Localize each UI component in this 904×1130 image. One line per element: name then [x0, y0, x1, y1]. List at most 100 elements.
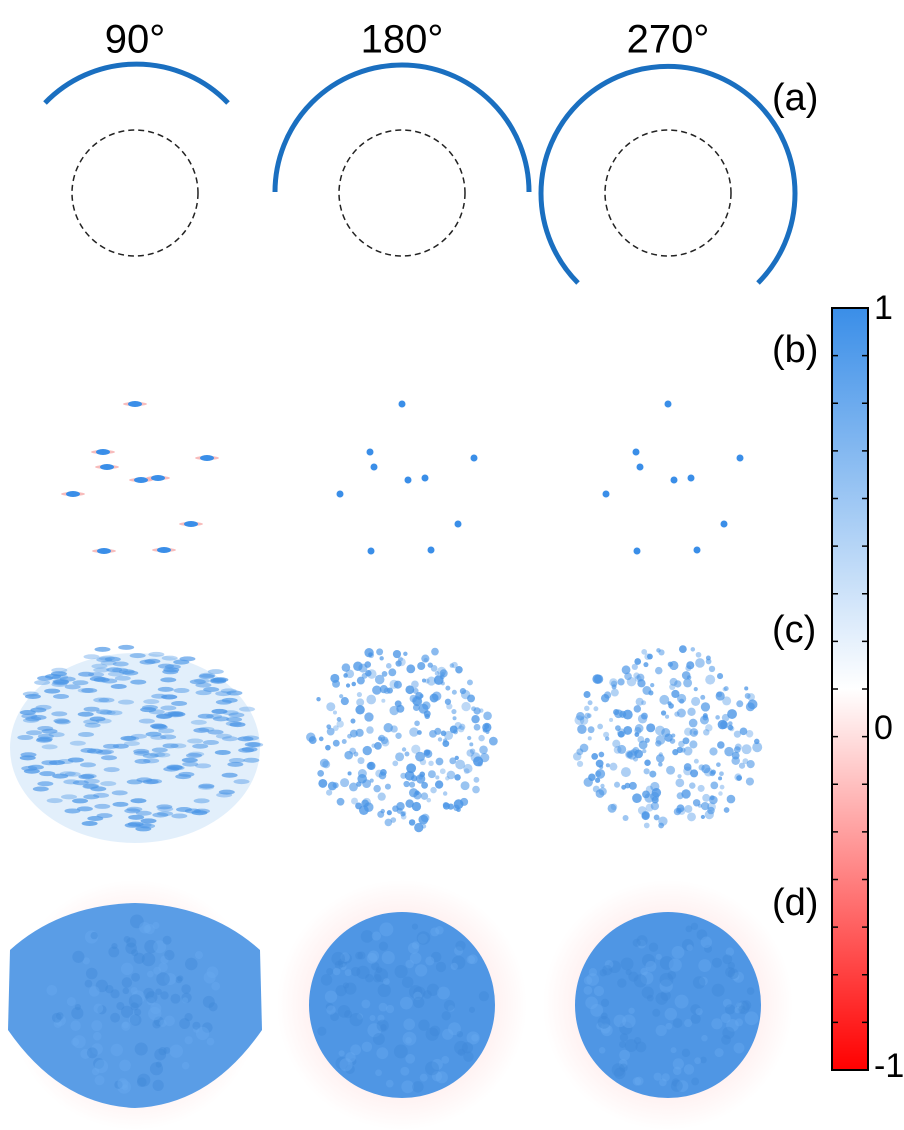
speckle	[198, 784, 214, 789]
speckle	[440, 768, 446, 774]
speckle	[591, 753, 598, 760]
speckle	[651, 802, 659, 810]
texture	[182, 997, 188, 1003]
texture	[87, 1047, 98, 1058]
speckle	[406, 664, 415, 673]
speckle	[320, 759, 329, 768]
speckle	[642, 686, 651, 695]
point	[399, 401, 406, 408]
texture	[712, 984, 725, 997]
texture	[184, 1013, 192, 1021]
speckle	[221, 688, 237, 693]
speckle	[728, 721, 733, 726]
speckle	[17, 735, 33, 740]
speckle	[64, 808, 80, 813]
speckle	[464, 768, 470, 774]
speckle	[577, 761, 583, 767]
texture	[147, 971, 154, 978]
speckle	[350, 719, 355, 724]
speckle	[686, 661, 694, 669]
speckle	[411, 745, 420, 754]
speckle	[124, 808, 140, 813]
speckle	[355, 705, 364, 714]
texture	[372, 931, 381, 940]
texture	[442, 1011, 451, 1020]
speckle	[118, 645, 134, 650]
speckle	[219, 790, 235, 795]
speckle	[455, 756, 459, 760]
speckle	[614, 782, 620, 788]
speckle	[441, 731, 447, 737]
speckle	[385, 784, 391, 790]
speckle	[191, 720, 207, 725]
speckle	[709, 796, 718, 805]
speckle	[430, 787, 436, 793]
speckle	[684, 728, 692, 736]
speckle	[173, 688, 189, 693]
colorbar-label: 0	[874, 709, 893, 747]
point	[633, 449, 640, 456]
speckle	[637, 736, 644, 743]
speckle	[316, 697, 320, 701]
speckle	[701, 815, 705, 819]
speckle	[646, 723, 655, 732]
texture	[122, 977, 133, 988]
texture	[377, 1020, 389, 1032]
speckle	[216, 734, 232, 739]
speckle	[187, 739, 203, 744]
speckle	[229, 758, 245, 763]
speckle	[588, 700, 593, 705]
speckle	[478, 735, 484, 741]
speckle	[722, 696, 731, 705]
speckle	[135, 826, 151, 831]
texture	[117, 1078, 128, 1089]
speckle	[634, 705, 641, 712]
texture	[137, 1074, 150, 1087]
speckle	[609, 718, 613, 722]
texture	[170, 994, 180, 1004]
speckle	[319, 737, 324, 742]
speckle	[417, 730, 422, 735]
speckle	[701, 764, 710, 773]
speckle	[644, 768, 650, 774]
speckle	[642, 811, 650, 819]
speckle	[134, 759, 150, 764]
texture	[350, 1044, 361, 1055]
texture	[684, 1064, 694, 1074]
texture	[669, 958, 682, 971]
texture	[339, 1050, 345, 1056]
texture	[598, 1016, 611, 1029]
speckle	[623, 815, 629, 821]
speckle	[81, 688, 97, 693]
speckle	[238, 736, 254, 741]
texture	[747, 987, 755, 995]
texture	[156, 972, 170, 986]
speckle	[61, 794, 77, 799]
detector-arc	[541, 66, 795, 283]
texture	[645, 961, 656, 972]
speckle	[709, 770, 715, 776]
speckle	[466, 749, 474, 757]
texture	[728, 968, 739, 979]
texture	[89, 986, 100, 997]
speckle	[438, 737, 442, 741]
texture	[111, 1044, 123, 1056]
speckle	[671, 690, 679, 698]
speckle	[644, 823, 650, 829]
speckle	[689, 740, 697, 748]
speckle	[178, 772, 194, 777]
speckle	[326, 790, 332, 796]
speckle	[452, 690, 457, 695]
speckle	[98, 749, 114, 754]
texture	[343, 982, 349, 988]
texture	[91, 1020, 102, 1031]
speckle	[609, 678, 617, 686]
speckle	[748, 699, 758, 709]
texture	[351, 967, 360, 976]
speckle	[644, 759, 650, 765]
texture	[583, 986, 592, 995]
speckle	[72, 798, 88, 803]
speckle	[194, 678, 210, 683]
reconstructions	[8, 401, 793, 1130]
texture	[135, 1042, 148, 1055]
